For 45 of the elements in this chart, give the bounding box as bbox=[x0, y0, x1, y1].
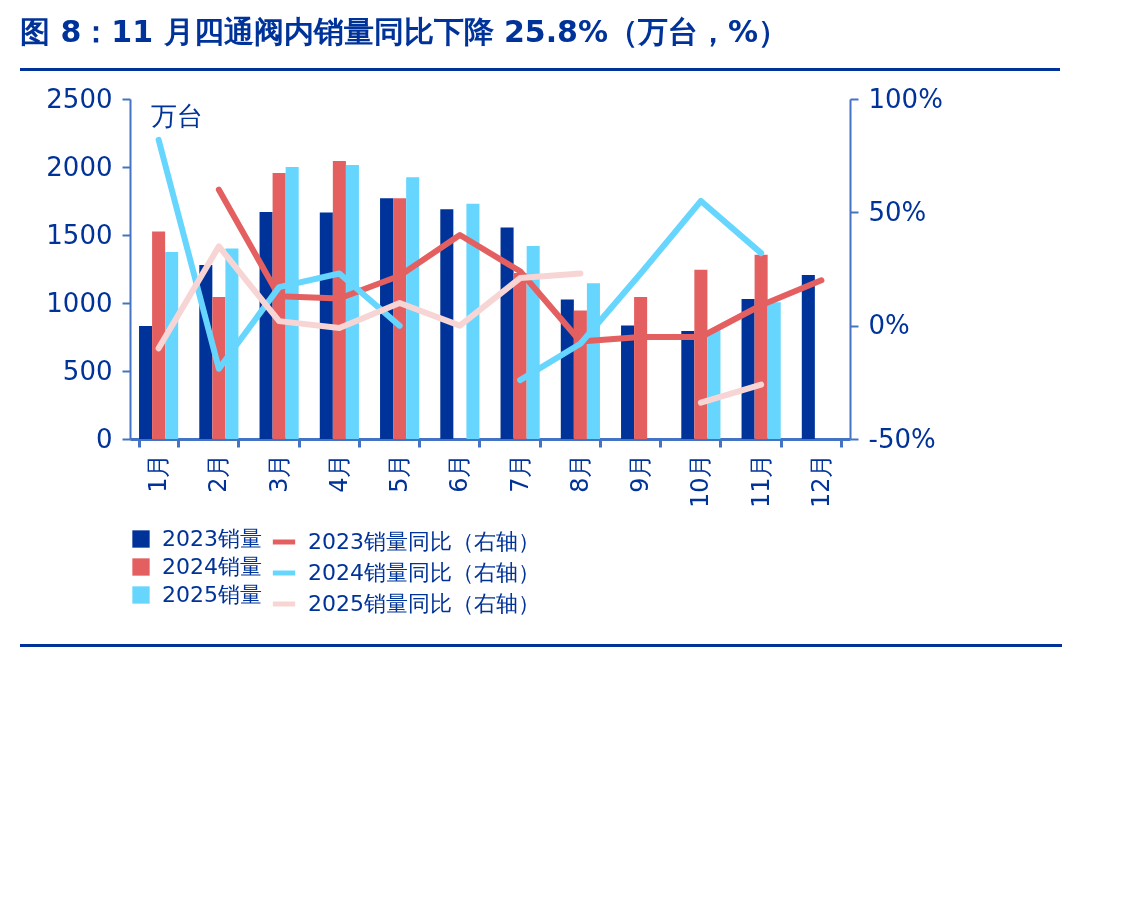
bar bbox=[466, 203, 480, 439]
y-tick-label: 1500 bbox=[46, 219, 113, 250]
bar bbox=[681, 330, 695, 439]
x-tick-label: 9月 bbox=[626, 453, 655, 493]
y-axis-title: 万台 bbox=[150, 100, 203, 131]
legend-label: 2023销量 bbox=[162, 526, 262, 551]
x-tick-label: 10月 bbox=[686, 453, 715, 509]
bar bbox=[406, 177, 420, 439]
x-tick-label: 12月 bbox=[806, 453, 835, 509]
x-tick-label: 6月 bbox=[445, 453, 474, 493]
bar bbox=[139, 326, 153, 439]
bar bbox=[621, 325, 635, 439]
y2-tick-label: -50% bbox=[868, 423, 936, 454]
bar bbox=[152, 231, 166, 439]
y-tick-label: 500 bbox=[62, 355, 113, 386]
y2-tick-label: 0% bbox=[868, 310, 910, 341]
y-tick-label: 1000 bbox=[46, 287, 113, 318]
chart-title: 图 8：11 月四通阀内销量同比下降 25.8%（万台，%） bbox=[20, 6, 1060, 71]
y-tick-label: 2500 bbox=[46, 83, 113, 114]
bar bbox=[801, 275, 815, 439]
x-tick-label: 1月 bbox=[144, 453, 173, 493]
legend-label: 2024销量 bbox=[162, 554, 262, 579]
y-tick-label: 2000 bbox=[46, 151, 113, 182]
x-tick-label: 2月 bbox=[204, 453, 233, 493]
y2-tick-label: 100% bbox=[868, 83, 943, 114]
y-tick-label: 0 bbox=[95, 423, 113, 454]
legend-label: 2023销量同比（右轴） bbox=[308, 529, 540, 554]
bar bbox=[741, 298, 755, 439]
bar bbox=[767, 302, 781, 439]
bar bbox=[165, 252, 179, 439]
x-tick-label: 8月 bbox=[565, 453, 594, 493]
bar bbox=[500, 227, 514, 439]
legend-label: 2024销量同比（右轴） bbox=[308, 560, 540, 585]
x-tick-label: 4月 bbox=[324, 453, 353, 493]
bar bbox=[380, 198, 394, 439]
legend-label: 2025销量同比（右轴） bbox=[308, 591, 540, 616]
x-tick-label: 11月 bbox=[746, 453, 775, 509]
x-tick-label: 5月 bbox=[385, 453, 414, 493]
x-tick-label: 7月 bbox=[505, 453, 534, 493]
bar bbox=[319, 212, 333, 439]
bar bbox=[440, 209, 454, 439]
bar bbox=[707, 330, 721, 439]
y2-tick-label: 50% bbox=[868, 196, 927, 227]
x-tick-label: 3月 bbox=[264, 453, 293, 493]
legend-label: 2025销量 bbox=[162, 582, 262, 607]
